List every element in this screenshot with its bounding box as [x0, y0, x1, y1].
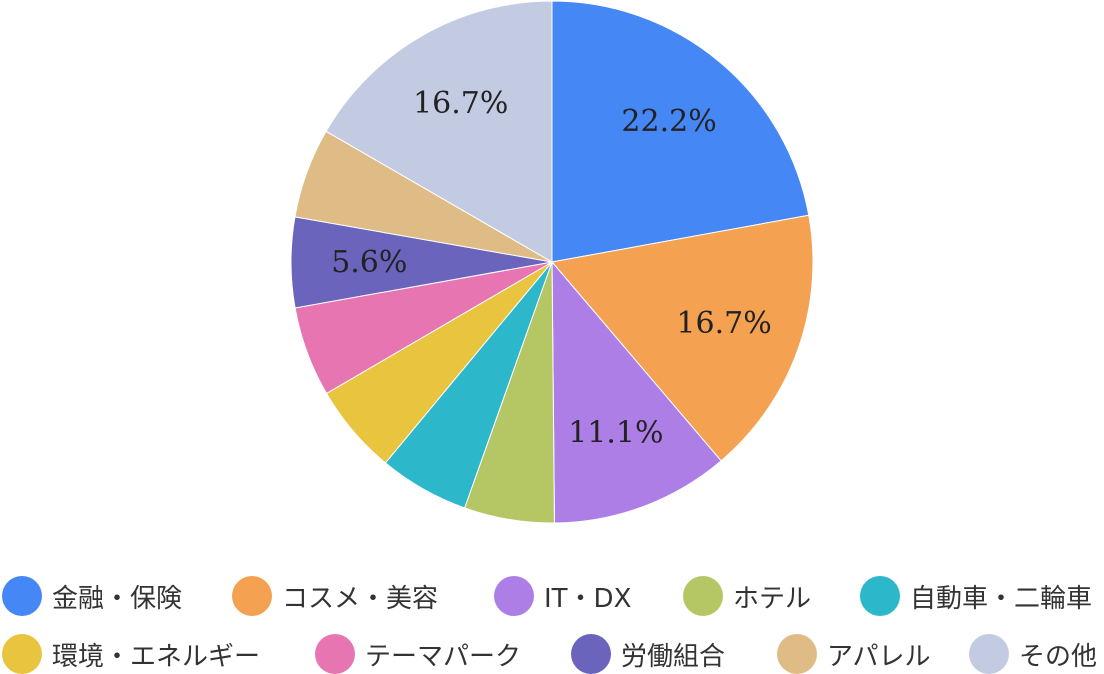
- legend-label: 環境・エネルギー: [52, 641, 261, 672]
- pie-slice: [551, 260, 722, 524]
- legend-label: アパレル: [827, 641, 931, 672]
- legend-item[interactable]: コスメ・美容: [232, 572, 438, 620]
- pie-slice: [325, 0, 553, 263]
- slice-data-label: 22.2%: [621, 104, 716, 139]
- legend-item[interactable]: 環境・エネルギー: [2, 630, 260, 674]
- legend-swatch: [232, 576, 272, 616]
- legend-swatch: [494, 576, 534, 616]
- legend-label: コスメ・美容: [282, 583, 439, 614]
- pie-slice: [551, 0, 810, 263]
- legend-label: IT・DX: [544, 583, 632, 614]
- pie-slice: [551, 214, 814, 462]
- legend: 金融・保険 コスメ・美容 IT・DX ホテル 自動車・二輪車環境・エネルギー テーマパーク…: [0, 572, 1104, 674]
- legend-item[interactable]: ホテル: [683, 572, 811, 620]
- legend-swatch: [777, 634, 817, 674]
- legend-item[interactable]: 自動車・二輪車: [860, 572, 1092, 620]
- legend-swatch: [315, 634, 355, 674]
- legend-label: テーマパーク: [365, 641, 522, 672]
- slice-data-label: 16.7%: [413, 86, 508, 121]
- legend-swatch: [969, 634, 1009, 674]
- legend-label: 労働組合: [621, 641, 726, 672]
- legend-label: 自動車・二輪車: [910, 583, 1093, 614]
- legend-swatch: [2, 634, 42, 674]
- legend-item[interactable]: 労働組合: [571, 630, 725, 674]
- pie-chart-svg: 22.2% 16.7% 11.1% 5.6% 16.7%: [290, 0, 814, 524]
- slice-data-label: 5.6%: [331, 245, 407, 280]
- legend-label: 金融・保険: [52, 583, 183, 614]
- legend-item[interactable]: その他: [969, 630, 1097, 674]
- legend-swatch: [860, 576, 900, 616]
- legend-item[interactable]: IT・DX: [494, 572, 631, 620]
- legend-item[interactable]: テーマパーク: [315, 630, 521, 674]
- legend-swatch: [683, 576, 723, 616]
- slice-data-label: 16.7%: [676, 306, 771, 341]
- legend-item[interactable]: 金融・保険: [2, 572, 182, 620]
- legend-swatch: [571, 634, 611, 674]
- legend-label: その他: [1019, 641, 1098, 672]
- legend-item[interactable]: アパレル: [777, 630, 930, 674]
- legend-label: ホテル: [733, 583, 812, 614]
- slice-data-label: 11.1%: [568, 416, 663, 451]
- legend-swatch: [2, 576, 42, 616]
